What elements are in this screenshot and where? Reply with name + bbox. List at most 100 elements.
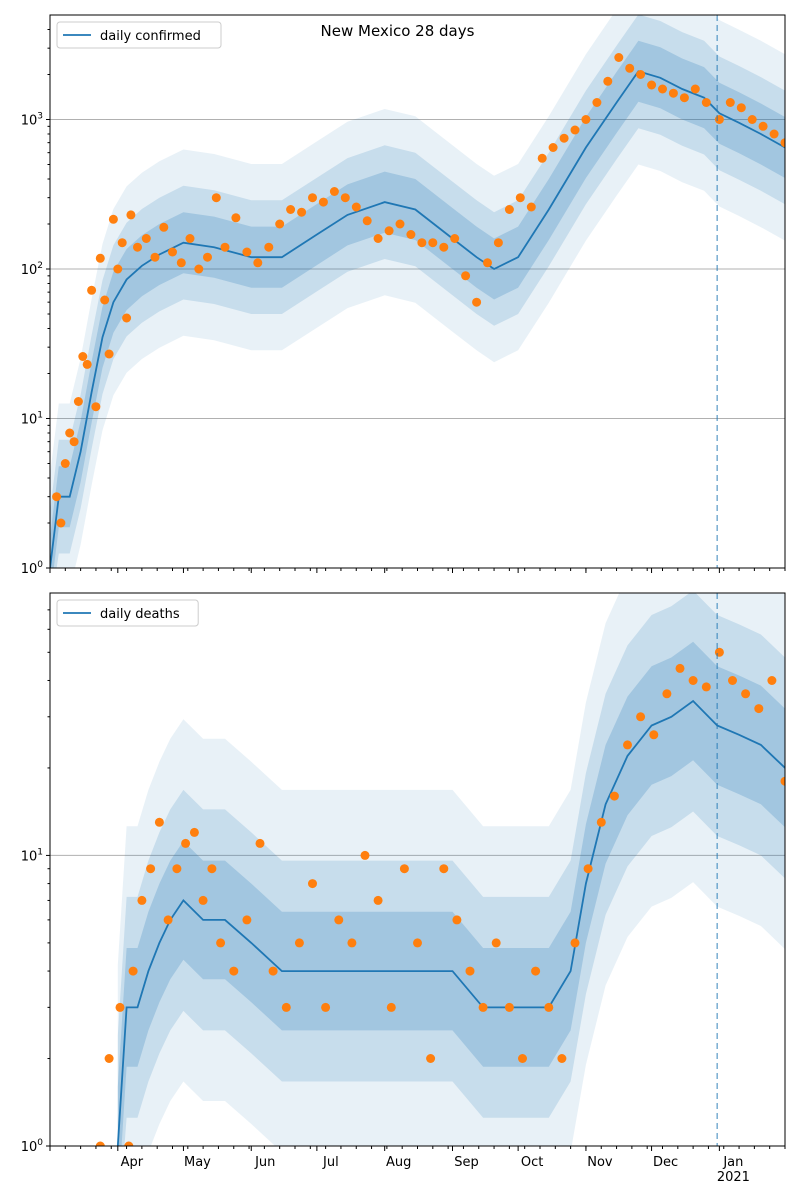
data-point xyxy=(609,791,619,801)
legend: daily confirmed xyxy=(56,21,222,49)
uncertainty-band xyxy=(50,15,785,568)
data-point xyxy=(91,402,101,412)
data-point xyxy=(281,1002,291,1012)
data-point xyxy=(413,938,422,948)
data-point xyxy=(583,864,593,874)
data-point xyxy=(87,285,97,295)
data-point xyxy=(172,864,182,874)
data-point xyxy=(504,205,514,214)
data-point xyxy=(340,193,350,203)
x-tick-label: May xyxy=(184,1155,211,1170)
data-point xyxy=(636,712,646,722)
x-tick-label: Oct xyxy=(521,1155,543,1170)
plot-area xyxy=(50,15,785,568)
data-point xyxy=(351,202,361,212)
data-point xyxy=(211,193,221,203)
data-point xyxy=(95,1141,105,1146)
data-point xyxy=(308,193,317,203)
x-tick-label: Nov xyxy=(587,1155,613,1170)
data-point xyxy=(384,226,394,236)
data-point xyxy=(780,138,785,148)
data-point xyxy=(450,234,460,243)
data-point xyxy=(168,247,177,257)
data-point xyxy=(603,76,613,86)
data-point xyxy=(736,103,746,113)
data-point xyxy=(242,915,252,925)
data-point xyxy=(623,740,632,750)
data-point xyxy=(679,93,689,103)
plot-area xyxy=(95,593,785,1146)
x-tick-label: Aug xyxy=(386,1155,411,1170)
data-point xyxy=(329,187,339,196)
y-tick-label: 101 xyxy=(21,847,43,864)
uncertainty-band xyxy=(117,641,785,1146)
data-point xyxy=(115,1002,125,1012)
data-point xyxy=(428,238,438,248)
y-tick-label: 100 xyxy=(21,1138,44,1155)
data-point xyxy=(472,297,482,307)
data-point xyxy=(769,129,779,139)
data-point xyxy=(334,915,344,925)
data-point xyxy=(113,264,123,274)
data-point xyxy=(176,258,186,268)
x-tick-label: Dec xyxy=(653,1155,678,1170)
data-point xyxy=(504,1002,514,1012)
data-point xyxy=(194,264,204,274)
confirmed-panel: 100 101 102 103 New Mexico 28 days daily conf… xyxy=(21,14,786,577)
data-point xyxy=(658,84,667,94)
x-tick-label: 2021 xyxy=(717,1170,750,1185)
data-point xyxy=(581,115,591,124)
data-point xyxy=(690,84,700,94)
legend-box xyxy=(56,21,222,49)
data-point xyxy=(483,258,492,268)
uncertainty-band xyxy=(50,40,785,568)
y-tick-label: 101 xyxy=(21,410,43,427)
legend-label: daily confirmed xyxy=(100,29,201,44)
x-tick-label: Jul xyxy=(322,1155,339,1170)
data-point xyxy=(614,53,624,62)
data-point xyxy=(360,850,370,860)
data-point xyxy=(189,827,199,837)
data-point xyxy=(275,219,285,229)
data-point xyxy=(647,80,657,90)
data-point xyxy=(373,234,383,243)
data-point xyxy=(347,938,357,948)
y-tick-label: 100 xyxy=(21,560,44,577)
y-tick-label: 102 xyxy=(21,261,43,278)
data-point xyxy=(465,966,475,976)
data-point xyxy=(60,459,70,468)
data-point xyxy=(108,214,118,224)
data-point xyxy=(78,352,88,361)
data-point xyxy=(126,210,136,220)
data-point xyxy=(625,63,635,73)
data-point xyxy=(203,252,212,262)
data-point xyxy=(268,966,278,976)
data-point xyxy=(725,98,735,107)
data-point xyxy=(515,193,525,203)
data-point xyxy=(701,682,711,692)
data-point xyxy=(242,247,252,257)
data-point xyxy=(478,1002,488,1012)
data-point xyxy=(452,915,462,925)
legend-label: daily deaths xyxy=(100,607,180,622)
deaths-panel: 100 101 Apr May Jun Jul Aug Sep Oct Nov Dec Jan2021… xyxy=(21,592,786,1185)
data-point xyxy=(518,1054,527,1063)
data-point xyxy=(373,895,383,905)
data-point xyxy=(714,115,724,124)
data-point xyxy=(255,838,265,848)
data-point xyxy=(82,359,92,369)
data-point xyxy=(406,230,416,239)
data-point xyxy=(229,966,239,976)
data-point xyxy=(780,776,785,786)
data-point xyxy=(417,238,427,248)
data-point xyxy=(308,879,317,889)
data-point xyxy=(544,1002,554,1012)
data-point xyxy=(399,864,409,874)
data-point xyxy=(570,125,580,135)
data-point xyxy=(56,518,66,528)
x-tick-label: Sep xyxy=(454,1155,479,1170)
data-point xyxy=(439,242,449,252)
data-point xyxy=(714,647,724,657)
data-point xyxy=(95,253,105,263)
data-point xyxy=(133,242,142,252)
